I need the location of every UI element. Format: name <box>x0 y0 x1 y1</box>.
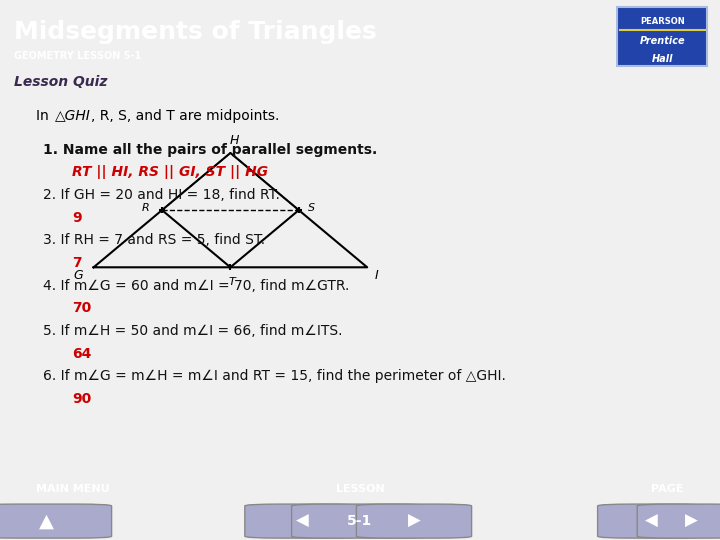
Text: 1. Name all the pairs of parallel segments.: 1. Name all the pairs of parallel segmen… <box>43 143 377 157</box>
Text: 70: 70 <box>72 301 91 315</box>
Text: I: I <box>374 269 378 282</box>
Text: 6. If m∠G = m∠H = m∠I and RT = 15, find the perimeter of △GHI.: 6. If m∠G = m∠H = m∠I and RT = 15, find … <box>43 369 506 383</box>
Text: PEARSON: PEARSON <box>640 17 685 25</box>
Text: H: H <box>229 134 239 147</box>
Text: ▶: ▶ <box>408 512 420 530</box>
Text: , R, S, and T are midpoints.: , R, S, and T are midpoints. <box>91 109 279 123</box>
Text: RT || HI, RS || GI, ST || HG: RT || HI, RS || GI, ST || HG <box>72 165 268 179</box>
Text: ◀: ◀ <box>645 512 658 530</box>
Text: MAIN MENU: MAIN MENU <box>36 484 109 494</box>
Text: Prentice: Prentice <box>639 36 685 46</box>
Text: 4. If m∠G = 60 and m∠I = 70, find m∠GTR.: 4. If m∠G = 60 and m∠I = 70, find m∠GTR. <box>43 279 350 293</box>
Text: ▶: ▶ <box>685 512 698 530</box>
Text: 3. If RH = 7 and RS = 5, find ST.: 3. If RH = 7 and RS = 5, find ST. <box>43 233 266 247</box>
FancyBboxPatch shape <box>618 6 707 66</box>
Text: GEOMETRY LESSON 5-1: GEOMETRY LESSON 5-1 <box>14 51 142 60</box>
Text: △GHI: △GHI <box>55 109 91 123</box>
Text: 7: 7 <box>72 256 81 270</box>
FancyBboxPatch shape <box>0 504 112 538</box>
Text: PAGE: PAGE <box>652 484 684 494</box>
FancyBboxPatch shape <box>292 504 428 538</box>
Text: T: T <box>228 276 235 287</box>
Text: 5. If m∠H = 50 and m∠I = 66, find m∠ITS.: 5. If m∠H = 50 and m∠I = 66, find m∠ITS. <box>43 324 343 338</box>
Text: In: In <box>36 109 53 123</box>
Text: Lesson Quiz: Lesson Quiz <box>14 76 108 89</box>
Text: ▲: ▲ <box>40 511 54 531</box>
Text: G: G <box>73 269 83 282</box>
Text: 5-1: 5-1 <box>347 514 373 528</box>
Text: S: S <box>307 203 315 213</box>
Text: Midsegments of Triangles: Midsegments of Triangles <box>14 19 377 44</box>
Text: LESSON: LESSON <box>336 484 384 494</box>
FancyBboxPatch shape <box>598 504 706 538</box>
Text: Hall: Hall <box>652 54 673 64</box>
Text: 90: 90 <box>72 392 91 406</box>
FancyBboxPatch shape <box>245 504 360 538</box>
Text: R: R <box>141 203 149 213</box>
FancyBboxPatch shape <box>356 504 472 538</box>
Text: 2. If GH = 20 and HI = 18, find RT.: 2. If GH = 20 and HI = 18, find RT. <box>43 188 280 202</box>
FancyBboxPatch shape <box>637 504 720 538</box>
Text: 64: 64 <box>72 347 91 361</box>
Text: 9: 9 <box>72 211 81 225</box>
Text: ◀: ◀ <box>296 512 309 530</box>
